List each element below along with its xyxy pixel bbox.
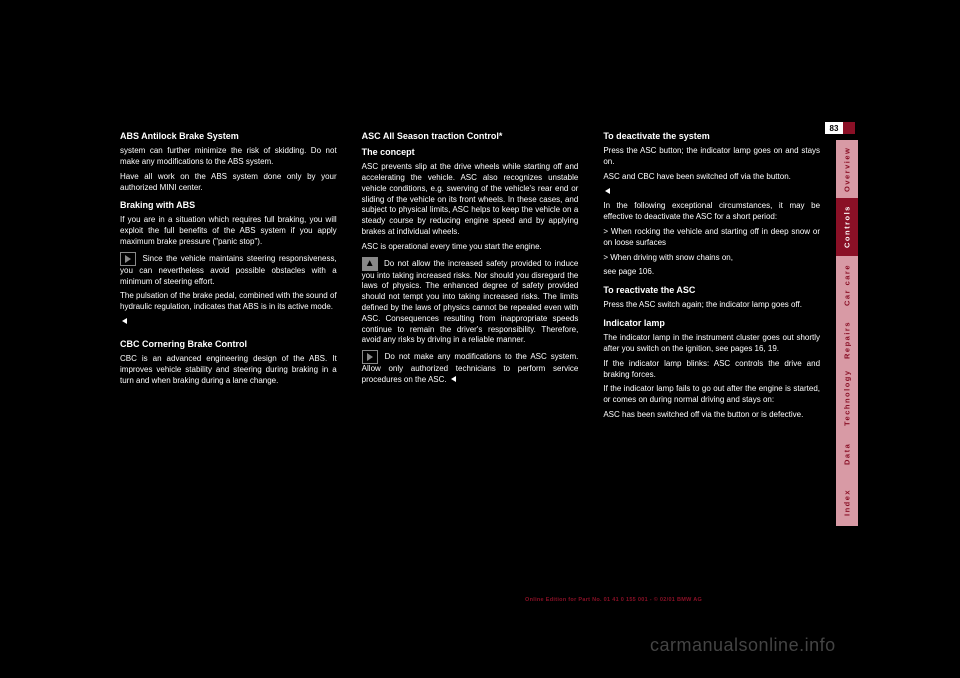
triangle-left-icon — [451, 376, 456, 382]
side-tabs: OverviewControlsCar careRepairsTechnolog… — [836, 140, 858, 526]
col3-p6: The indicator lamp in the instrument clu… — [603, 333, 820, 355]
triangle-left-icon — [122, 318, 127, 324]
tab-repairs[interactable]: Repairs — [836, 314, 858, 366]
col2-title: ASC All Season traction Control* — [362, 130, 579, 142]
page-content: ABS Antilock Brake System system can fur… — [120, 130, 820, 590]
col3-h2: To reactivate the ASC — [603, 284, 820, 296]
manual-page: 83 OverviewControlsCar careRepairsTechno… — [0, 0, 960, 678]
column-2: ASC All Season traction Control* The con… — [362, 130, 579, 590]
page-number-box: 83 — [825, 122, 855, 134]
triangle-left-icon — [605, 188, 610, 194]
col3-p1: Press the ASC button; the indicator lamp… — [603, 146, 820, 168]
col1-p4: Since the vehicle maintains steering res… — [120, 254, 337, 286]
column-1: ABS Antilock Brake System system can fur… — [120, 130, 337, 590]
play-icon — [362, 350, 378, 364]
col1-title: ABS Antilock Brake System — [120, 130, 337, 142]
column-3: To deactivate the system Press the ASC b… — [603, 130, 820, 590]
tab-data[interactable]: Data — [836, 430, 858, 478]
col3-p3: In the following exceptional circumstanc… — [603, 201, 820, 223]
col1-p3: If you are in a situation which requires… — [120, 215, 337, 247]
col1-h3: CBC Cornering Brake Control — [120, 338, 337, 350]
col3-p9: ASC has been switched off via the button… — [603, 410, 820, 421]
col2-p1: The concept — [362, 146, 579, 158]
col3-p2: ASC and CBC have been switched off via t… — [603, 172, 820, 183]
tab-controls[interactable]: Controls — [836, 198, 858, 256]
tab-index[interactable]: Index — [836, 478, 858, 526]
col1-p5: The pulsation of the brake pedal, combin… — [120, 291, 337, 313]
col3-h3: Indicator lamp — [603, 317, 820, 329]
col2-p2: ASC prevents slip at the drive wheels wh… — [362, 162, 579, 238]
col3-p7: If the indicator lamp blinks: ASC contro… — [603, 359, 820, 381]
watermark: carmanualsonline.info — [650, 635, 836, 656]
footer-text: Online Edition for Part No. 01 41 0 155 … — [525, 597, 702, 603]
col1-p6: CBC is an advanced engineering design of… — [120, 354, 337, 386]
warning-triangle-icon: ▲ — [362, 257, 378, 271]
col1-p2: Have all work on the ABS system done onl… — [120, 172, 337, 194]
col3-p8: If the indicator lamp fails to go out af… — [603, 384, 820, 406]
col3-li1: > When rocking the vehicle and starting … — [603, 227, 820, 249]
page-number: 83 — [825, 122, 843, 134]
col3-p5: Press the ASC switch again; the indicato… — [603, 300, 820, 311]
col2-warn: Do not allow the increased safety provid… — [362, 259, 579, 345]
col3-h1: To deactivate the system — [603, 130, 820, 142]
page-number-accent — [843, 122, 855, 134]
tab-technology[interactable]: Technology — [836, 366, 858, 430]
tab-overview[interactable]: Overview — [836, 140, 858, 198]
col2-p3: ASC is operational every time you start … — [362, 242, 579, 253]
col1-p1: system can further minimize the risk of … — [120, 146, 337, 168]
col3-p4: see page 106. — [603, 267, 820, 278]
play-icon — [120, 252, 136, 266]
col1-h2: Braking with ABS — [120, 199, 337, 211]
col2-note: Do not make any modifications to the ASC… — [362, 352, 579, 384]
col3-li2: > When driving with snow chains on, — [603, 253, 820, 264]
tab-car-care[interactable]: Car care — [836, 256, 858, 314]
